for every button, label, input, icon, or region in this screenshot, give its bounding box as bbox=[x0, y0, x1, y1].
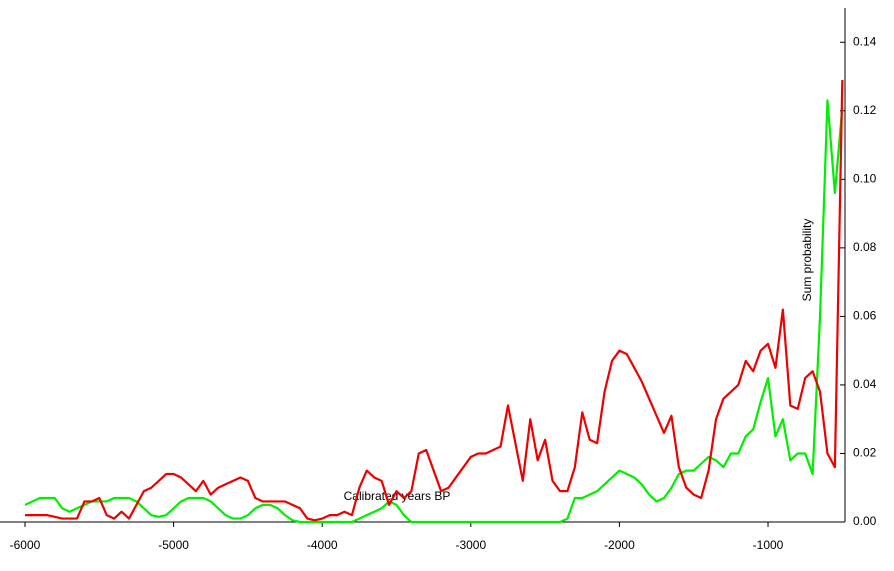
y-tick-label: 0.02 bbox=[853, 446, 877, 460]
y-tick-label: 0.14 bbox=[853, 34, 877, 48]
series-line bbox=[25, 79, 844, 522]
y-axis-label: Sum probability bbox=[800, 219, 814, 302]
y-tick-label: 0.12 bbox=[853, 103, 877, 117]
x-tick-label: -3000 bbox=[455, 538, 486, 552]
x-tick-label: -2000 bbox=[604, 538, 635, 552]
y-tick-label: 0.10 bbox=[853, 172, 877, 186]
y-tick-label: 0.06 bbox=[853, 309, 877, 323]
x-tick-label: -6000 bbox=[10, 538, 41, 552]
x-tick-label: -4000 bbox=[307, 538, 338, 552]
y-tick-label: 0.08 bbox=[853, 240, 877, 254]
y-tick-label: 0.04 bbox=[853, 377, 877, 391]
x-axis-label: Calibrated years BP bbox=[344, 489, 451, 503]
x-tick-label: -5000 bbox=[158, 538, 189, 552]
y-tick-label: 0.00 bbox=[853, 514, 877, 528]
series-line bbox=[24, 99, 844, 524]
x-tick-label: -1000 bbox=[753, 538, 784, 552]
